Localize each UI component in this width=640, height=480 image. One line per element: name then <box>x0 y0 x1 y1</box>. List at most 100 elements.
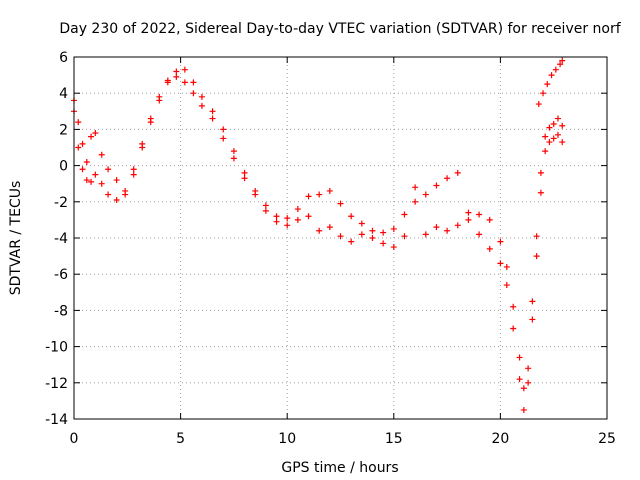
data-point <box>557 61 564 68</box>
data-point <box>358 231 365 238</box>
data-point <box>465 209 472 216</box>
y-tick-label: -12 <box>45 376 68 392</box>
data-point <box>433 224 440 231</box>
plot-frame <box>73 56 608 420</box>
y-tick-label: 2 <box>59 122 68 138</box>
data-point <box>79 140 86 147</box>
data-point <box>164 79 171 86</box>
data-point <box>273 213 280 220</box>
y-tick-label: 0 <box>59 159 68 175</box>
data-point <box>113 177 120 184</box>
data-point <box>83 158 90 165</box>
data-point <box>75 119 82 126</box>
data-point <box>537 169 544 176</box>
x-tick-label: 15 <box>385 431 403 447</box>
data-point <box>390 225 397 232</box>
data-point <box>181 79 188 86</box>
data-point <box>503 282 510 289</box>
data-point <box>401 233 408 240</box>
data-point <box>529 316 536 323</box>
data-point <box>535 101 542 108</box>
series-1 <box>71 73 566 413</box>
data-point <box>454 222 461 229</box>
data-point <box>305 193 312 200</box>
data-point <box>130 171 137 178</box>
data-point <box>465 216 472 223</box>
data-point <box>550 120 557 127</box>
data-point <box>326 224 333 231</box>
data-point <box>380 240 387 247</box>
data-point <box>326 187 333 194</box>
series-2 <box>71 66 566 392</box>
data-point <box>252 187 259 194</box>
y-tick-label: -10 <box>45 340 68 356</box>
data-point <box>105 191 112 198</box>
data-point <box>230 155 237 162</box>
data-point <box>92 130 99 137</box>
data-point <box>401 211 408 218</box>
data-point <box>209 115 216 122</box>
data-point <box>273 218 280 225</box>
data-point <box>552 66 559 73</box>
data-point <box>540 90 547 97</box>
data-point <box>559 139 566 146</box>
data-point <box>262 207 269 214</box>
data-point <box>305 213 312 220</box>
data-point <box>147 119 154 126</box>
data-point <box>546 139 553 146</box>
data-point <box>337 200 344 207</box>
data-point <box>294 206 301 213</box>
data-point <box>548 72 555 79</box>
data-point <box>510 325 517 332</box>
data-point <box>520 385 527 392</box>
data-point <box>284 215 291 222</box>
data-point <box>554 115 561 122</box>
y-tick-label: 6 <box>59 50 68 66</box>
data-point <box>113 196 120 203</box>
data-point <box>209 108 216 115</box>
data-point <box>92 171 99 178</box>
x-axis-label: GPS time / hours <box>281 460 398 476</box>
axis-ticks: 0 5 10 15 20 25 -14 -12 -10 -8 -6 -4 -2 0 2 4 6 <box>45 50 616 447</box>
y-axis-label: SDTVAR / TECUs <box>8 181 24 296</box>
data-point <box>241 169 248 176</box>
data-point <box>520 406 527 413</box>
data-point <box>476 211 483 218</box>
data-point <box>230 148 237 155</box>
data-point <box>284 222 291 229</box>
data-point <box>422 191 429 198</box>
x-tick-label: 10 <box>278 431 296 447</box>
data-point <box>348 238 355 245</box>
data-point <box>173 68 180 75</box>
data-point <box>542 148 549 155</box>
data-point <box>550 135 557 142</box>
data-point <box>369 227 376 234</box>
data-point <box>537 189 544 196</box>
data-point <box>75 144 82 151</box>
data-point <box>181 66 188 73</box>
data-point <box>220 135 227 142</box>
data-point <box>358 220 365 227</box>
data-point <box>380 229 387 236</box>
data-point <box>444 227 451 234</box>
data-point <box>476 231 483 238</box>
data-point <box>546 124 553 131</box>
data-point <box>198 93 205 100</box>
data-point <box>88 178 95 185</box>
y-tick-label: -4 <box>54 231 68 247</box>
data-point <box>516 376 523 383</box>
series-3 <box>535 57 566 108</box>
data-point <box>190 79 197 86</box>
data-point <box>412 198 419 205</box>
data-point <box>525 379 532 386</box>
data-point <box>497 260 504 267</box>
chart-title: Day 230 of 2022, Sidereal Day-to-day VTE… <box>59 21 621 37</box>
data-point <box>79 166 86 173</box>
data-point <box>369 235 376 241</box>
data-point <box>412 184 419 191</box>
data-point <box>139 144 146 151</box>
data-point <box>542 133 549 140</box>
data-point <box>559 122 566 129</box>
data-point <box>122 191 129 198</box>
